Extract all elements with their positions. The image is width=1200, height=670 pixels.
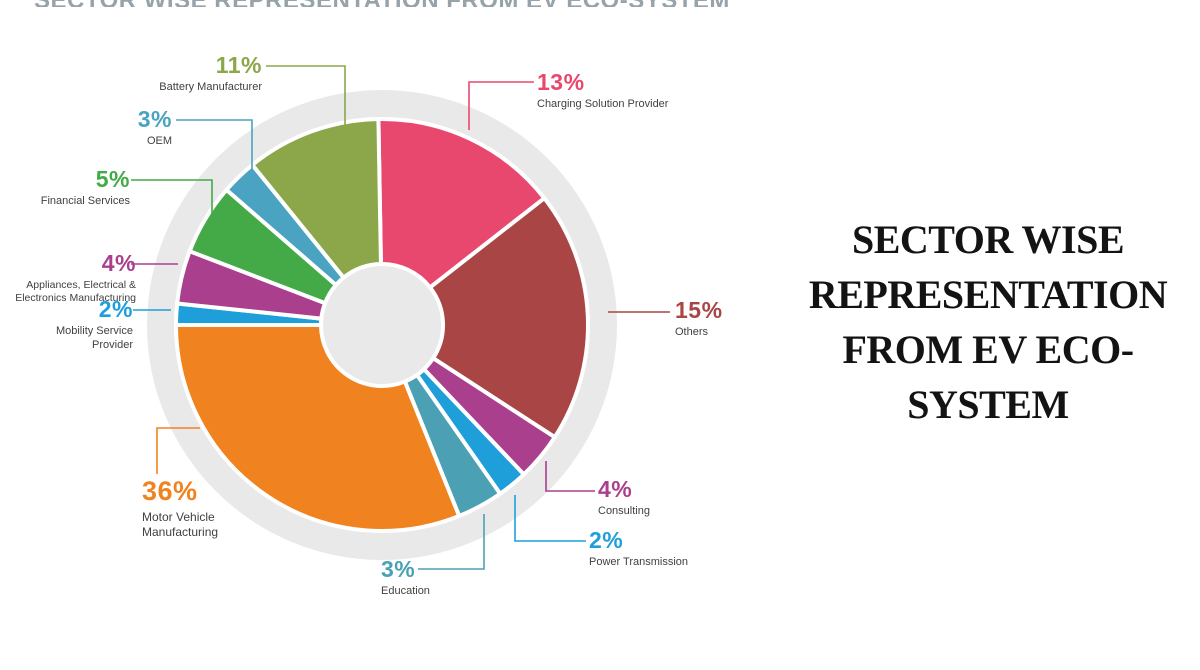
- chart-title: SECTOR WISE REPRESENTATION FROM EV ECO- …: [788, 212, 1188, 432]
- chart-title-line: SECTOR WISE: [851, 217, 1125, 262]
- leader-financial-services: [131, 179, 213, 240]
- pie-slice-others: [428, 196, 590, 440]
- top-clipped-title-text: SECTOR WISE REPRESENTATION FROM EV ECO-S…: [34, 0, 794, 7]
- top-clipped-title: SECTOR WISE REPRESENTATION FROM EV ECO-S…: [34, 0, 794, 7]
- pct-education: 3%: [381, 556, 416, 582]
- label-consulting: Consulting: [598, 505, 650, 518]
- pct-financial-services: 5%: [95, 166, 130, 192]
- pct-others: 15%: [675, 297, 723, 323]
- label-mobility-service-provider: Mobility Service Provider: [55, 325, 133, 352]
- callout-power-transmission: 2% Power Transmission: [589, 527, 689, 570]
- chart-title-line: FROM EV ECO-: [842, 327, 1134, 372]
- pct-oem: 3%: [137, 106, 172, 132]
- pct-charging-solution-provider: 13%: [537, 69, 585, 95]
- callout-others: 15% Others: [675, 297, 723, 340]
- callout-appliances-manufacturing: 4% Appliances, Electrical & Electronics …: [0, 250, 136, 306]
- leader-oem: [176, 119, 253, 172]
- leader-lines-group: [131, 65, 670, 570]
- leader-education: [418, 514, 485, 570]
- leader-charging-solution-provider: [468, 81, 534, 130]
- leader-motor-vehicle-manufacturing: [156, 427, 200, 474]
- leader-power-transmission: [514, 495, 586, 542]
- callout-consulting: 4% Consulting: [598, 476, 650, 519]
- chart-title-line: REPRESENTATION: [808, 272, 1168, 317]
- pie-slices-group: [174, 117, 590, 533]
- callout-motor-vehicle-manufacturing: 36% Motor Vehicle Manufacturing: [142, 476, 219, 540]
- label-appliances-manufacturing: Appliances, Electrical & Electronics Man…: [15, 279, 136, 305]
- callout-charging-solution-provider: 13% Charging Solution Provider: [537, 69, 669, 112]
- label-motor-vehicle-manufacturing: Motor Vehicle Manufacturing: [142, 509, 219, 539]
- label-education: Education: [381, 585, 430, 598]
- leader-battery-manufacturer: [266, 65, 346, 144]
- label-financial-services: Financial Services: [40, 195, 130, 208]
- callout-mobility-service-provider: 2% Mobility Service Provider: [8, 296, 133, 353]
- label-others: Others: [675, 326, 709, 339]
- pct-consulting: 4%: [598, 476, 633, 502]
- callout-education: 3% Education: [381, 556, 430, 599]
- leader-consulting: [545, 461, 595, 492]
- label-battery-manufacturer: Battery Manufacturer: [159, 81, 262, 94]
- callout-oem: 3% OEM: [60, 106, 172, 149]
- callout-financial-services: 5% Financial Services: [8, 166, 130, 209]
- label-charging-solution-provider: Charging Solution Provider: [537, 98, 669, 111]
- pct-power-transmission: 2%: [589, 527, 624, 553]
- label-power-transmission: Power Transmission: [589, 556, 689, 569]
- pct-appliances-manufacturing: 4%: [101, 250, 136, 276]
- callout-battery-manufacturer: 11% Battery Manufacturer: [100, 52, 262, 95]
- label-oem: OEM: [146, 135, 172, 148]
- pie-slice-battery-manufacturer: [250, 117, 383, 280]
- chart-title-line: SYSTEM: [907, 382, 1069, 427]
- pct-mobility-service-provider: 2%: [98, 296, 133, 322]
- pie-slice-charging-solution-provider: [376, 117, 547, 290]
- pie-slice-motor-vehicle-manufacturing: [174, 323, 462, 533]
- pct-battery-manufacturer: 11%: [215, 52, 262, 78]
- pct-motor-vehicle-manufacturing: 36%: [142, 476, 198, 506]
